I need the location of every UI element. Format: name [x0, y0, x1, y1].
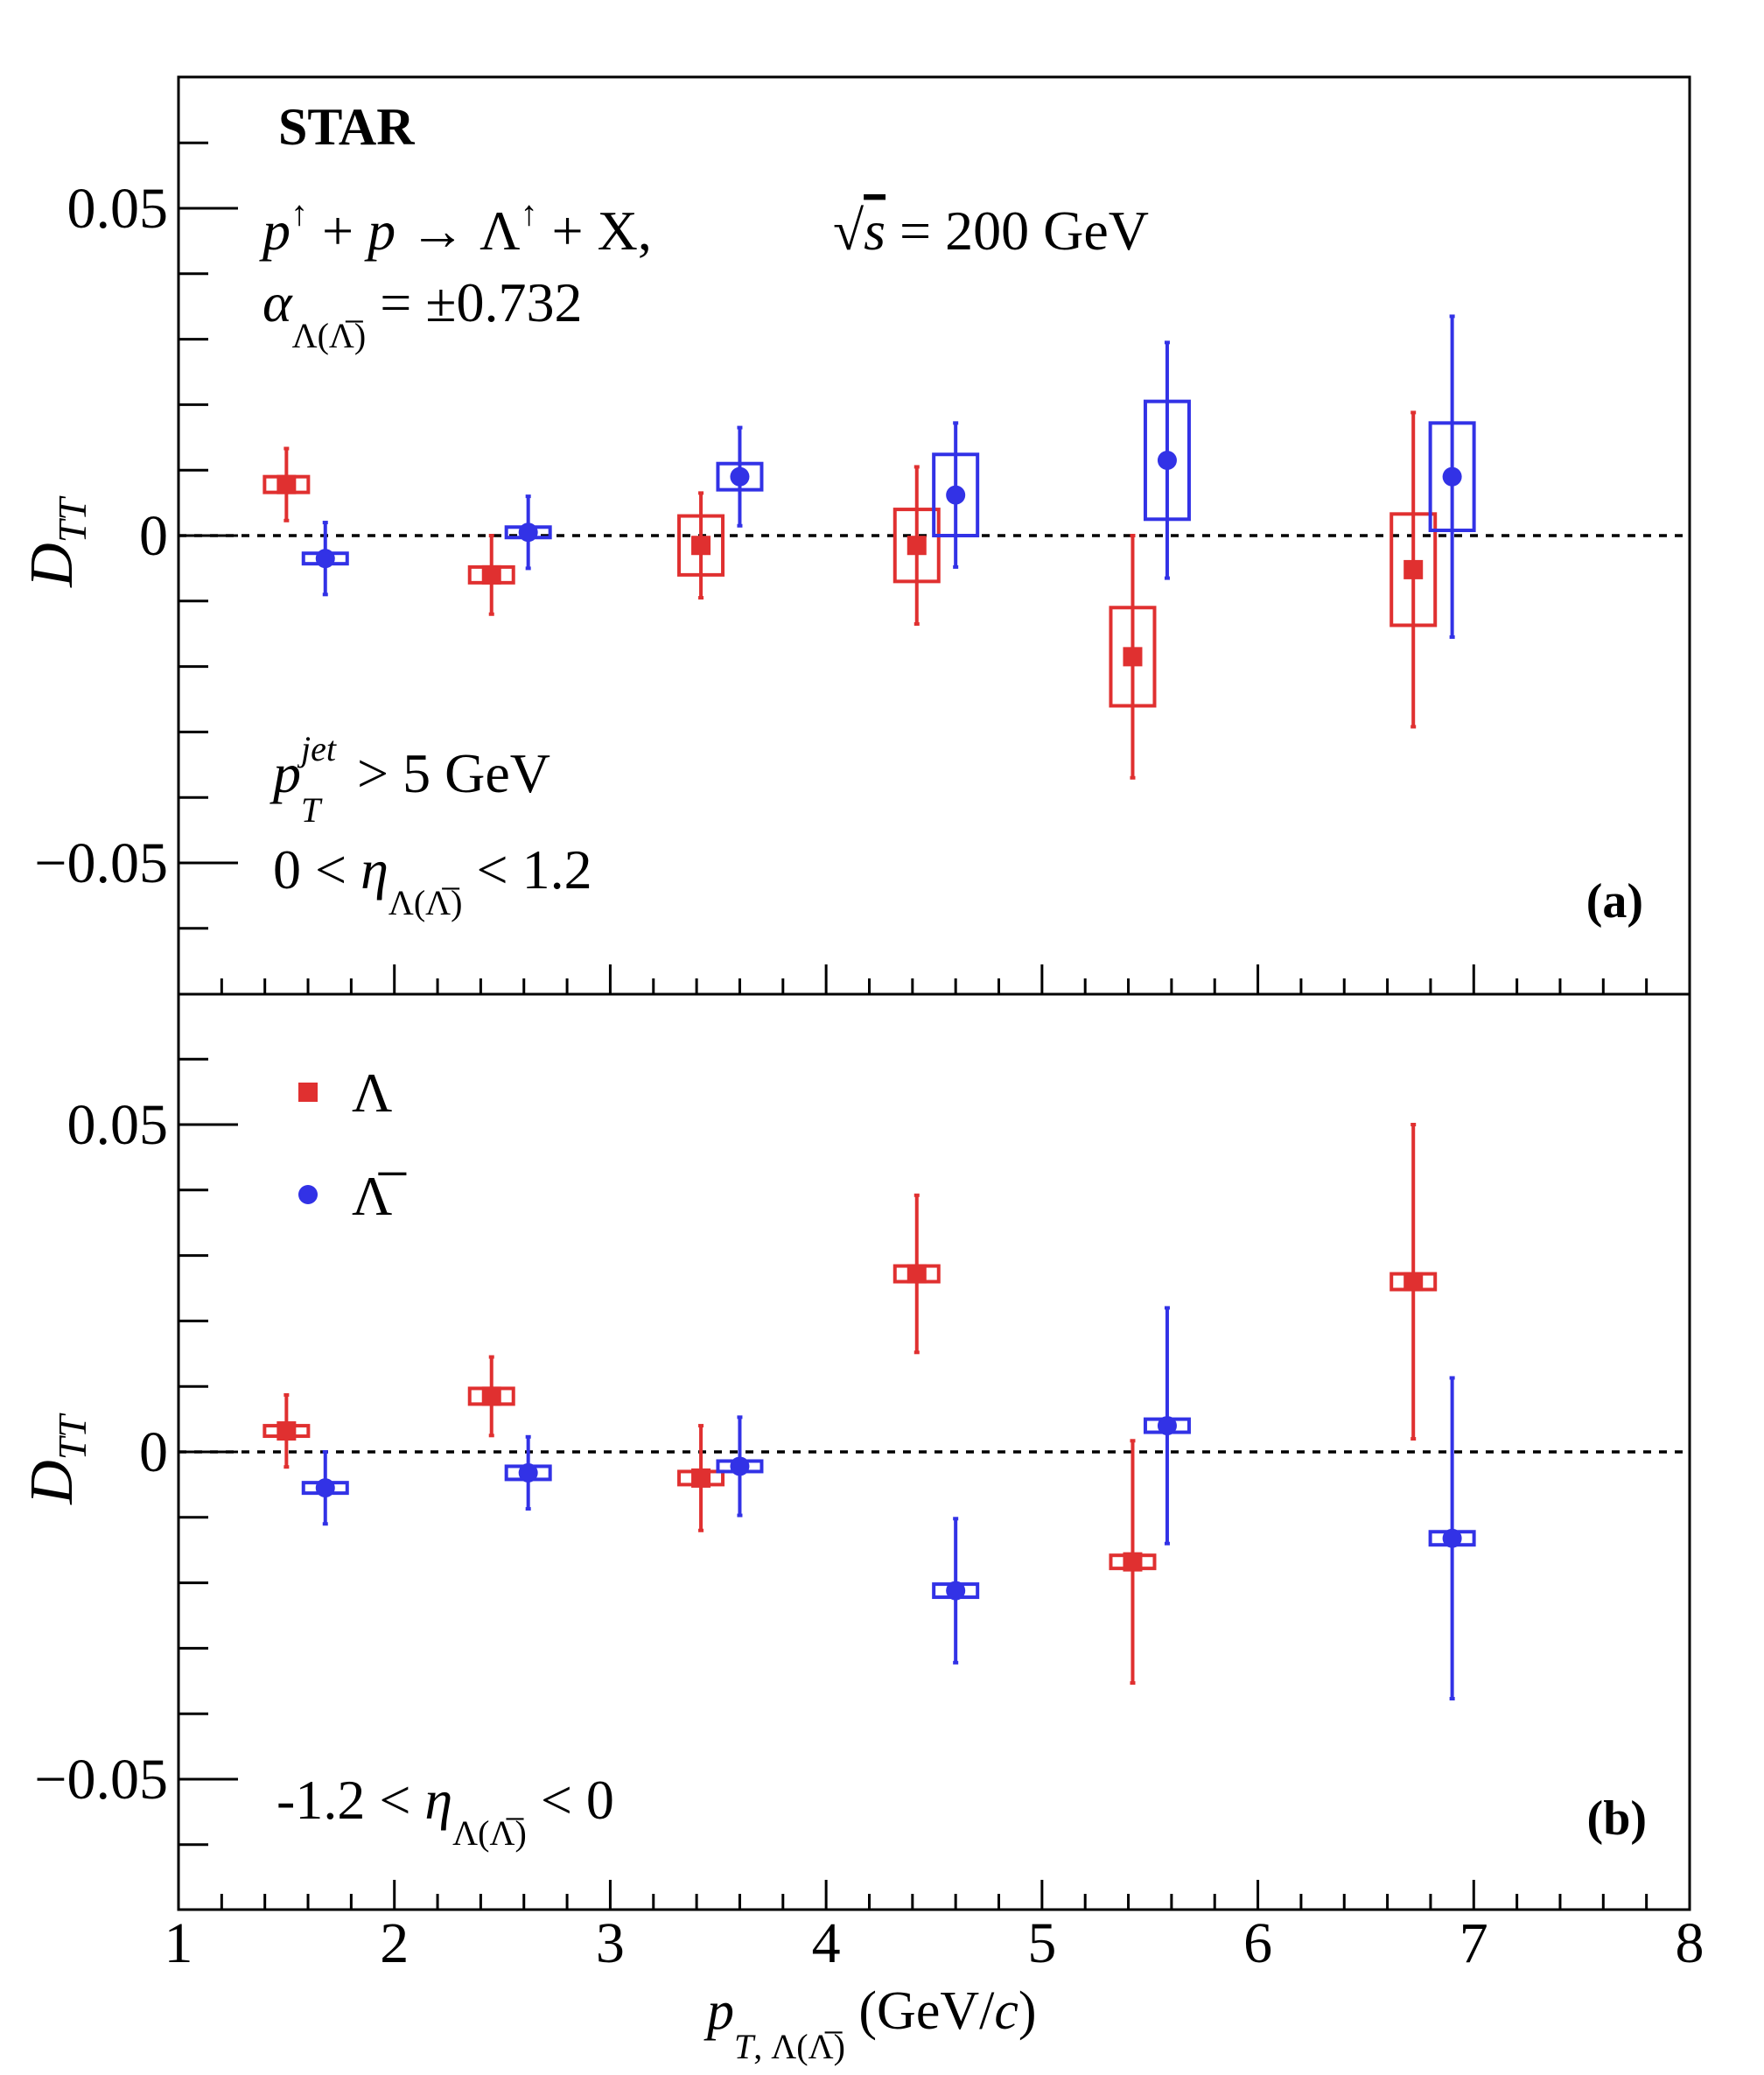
data-point-lambda-6 [1390, 1123, 1438, 1441]
data-point-antilambda-1 [301, 521, 349, 597]
energy-label: √s = 200 GeV [833, 200, 1149, 262]
marker-square [691, 536, 711, 556]
reaction-label: p↑ + p → Λ↑ + X, [259, 193, 652, 262]
marker-square [481, 564, 501, 585]
panel-b-ticks [177, 1057, 1691, 1910]
legend: Λ Λ̅ [298, 1062, 407, 1227]
panel-a-y-tick-labels: −0.05 0 0.05 [34, 177, 168, 895]
x-tick-label: 4 [812, 1911, 841, 1975]
sys-error-box [932, 452, 980, 537]
sys-error-box [1428, 421, 1476, 533]
data-point-antilambda-3 [716, 1415, 764, 1518]
experiment-label: STAR [278, 98, 415, 156]
data-point-lambda-3 [677, 491, 725, 600]
marker-square [1404, 1272, 1424, 1292]
marker-circle [1442, 1528, 1462, 1548]
marker-circle [1157, 450, 1177, 470]
marker-circle [1157, 1416, 1177, 1436]
panel-a-label: (a) [1586, 874, 1643, 929]
x-tick-label: 3 [596, 1911, 625, 1975]
marker-square [481, 1386, 501, 1406]
marker-square [1123, 1552, 1143, 1572]
data-point-lambda-4 [892, 465, 941, 626]
marker-circle [518, 1462, 538, 1483]
marker-circle [315, 549, 335, 569]
data-point-antilambda-1 [301, 1450, 349, 1526]
x-tick-label: 1 [164, 1911, 193, 1975]
data-point-lambda-2 [467, 1355, 515, 1438]
x-axis-label: pT, Λ(Λ̅) (GeV/c) [704, 1981, 1037, 2066]
marker-square [276, 474, 297, 494]
marker-square [906, 536, 927, 556]
panel-b-y-tick-labels: −0.05 0 0.05 [34, 1093, 168, 1812]
sys-error-box [716, 461, 764, 492]
alpha-label: αΛ(Λ̅) = ±0.732 [262, 271, 582, 355]
eta-range-a-label: 0 < ηΛ(Λ̅) < 1.2 [273, 838, 592, 922]
marker-circle [730, 1456, 750, 1476]
y-tick-label: 0.05 [67, 1093, 169, 1157]
data-point-antilambda-3 [716, 425, 764, 528]
panel-b: −0.05 0 0.05 Λ Λ̅ -1.2 < ηΛ(Λ̅) < 0 (b) DT… [18, 992, 1704, 2066]
data-point-lambda-4 [892, 1193, 941, 1355]
legend-marker-lambda [298, 1083, 318, 1102]
y-tick-label: 0 [139, 504, 168, 568]
marker-circle [518, 522, 538, 543]
data-point-antilambda-2 [504, 1434, 552, 1511]
x-tick-labels: 1 2 3 4 5 6 7 8 [164, 1911, 1704, 1975]
legend-label-antilambda: Λ̅ [352, 1165, 407, 1227]
jet-cut-label: pjet T > 5 GeV [270, 729, 550, 830]
eta-range-b-label: -1.2 < ηΛ(Λ̅) < 0 [276, 1769, 614, 1853]
marker-circle [946, 485, 966, 505]
panel-b-data-marks [262, 1123, 1476, 1700]
data-point-lambda-1 [262, 1392, 311, 1469]
marker-square [276, 1421, 297, 1441]
y-tick-label: −0.05 [34, 1748, 168, 1812]
marker-square [1123, 647, 1143, 667]
legend-label-lambda: Λ [352, 1062, 392, 1124]
data-point-antilambda-4 [932, 421, 980, 569]
panel-a-y-axis-label: DTT [18, 495, 94, 588]
data-point-lambda-3 [677, 1424, 725, 1532]
data-point-antilambda-2 [504, 494, 552, 571]
sys-error-box [892, 508, 941, 584]
data-point-lambda-1 [262, 446, 311, 522]
data-point-lambda-2 [467, 534, 515, 616]
panel-b-y-axis-label: DTT [18, 1413, 94, 1505]
data-point-antilambda-6 [1428, 314, 1476, 639]
marker-circle [1442, 466, 1462, 487]
panel-a: −0.05 0 0.05 STAR p↑ + p → Λ↑ + X, √s = 20… [18, 75, 1691, 996]
data-point-lambda-5 [1109, 1439, 1157, 1686]
marker-square [691, 1468, 711, 1488]
sys-error-box [1143, 399, 1191, 522]
legend-marker-antilambda [298, 1185, 318, 1204]
data-point-antilambda-4 [932, 1517, 980, 1665]
panel-a-data-marks [262, 314, 1476, 780]
data-point-antilambda-5 [1143, 340, 1191, 580]
x-tick-label: 2 [380, 1911, 409, 1975]
panel-a-ticks [177, 141, 1691, 994]
x-tick-label: 8 [1676, 1911, 1704, 1975]
marker-circle [730, 466, 750, 487]
x-tick-label: 6 [1243, 1911, 1272, 1975]
data-point-antilambda-6 [1428, 1376, 1476, 1700]
marker-square [906, 1264, 927, 1284]
marker-circle [315, 1478, 335, 1498]
marker-square [1404, 559, 1424, 579]
x-tick-label: 5 [1027, 1911, 1056, 1975]
y-tick-label: −0.05 [34, 831, 168, 895]
data-point-lambda-5 [1109, 534, 1157, 780]
panel-b-label: (b) [1587, 1791, 1647, 1846]
sys-error-box [1390, 512, 1438, 627]
sys-error-box [1109, 606, 1157, 708]
sys-error-box [677, 514, 725, 577]
x-tick-label: 7 [1460, 1911, 1488, 1975]
data-point-lambda-6 [1390, 410, 1438, 729]
y-tick-label: 0 [139, 1420, 168, 1484]
y-tick-label: 0.05 [67, 177, 169, 241]
data-point-antilambda-5 [1143, 1306, 1191, 1546]
marker-circle [946, 1581, 966, 1601]
